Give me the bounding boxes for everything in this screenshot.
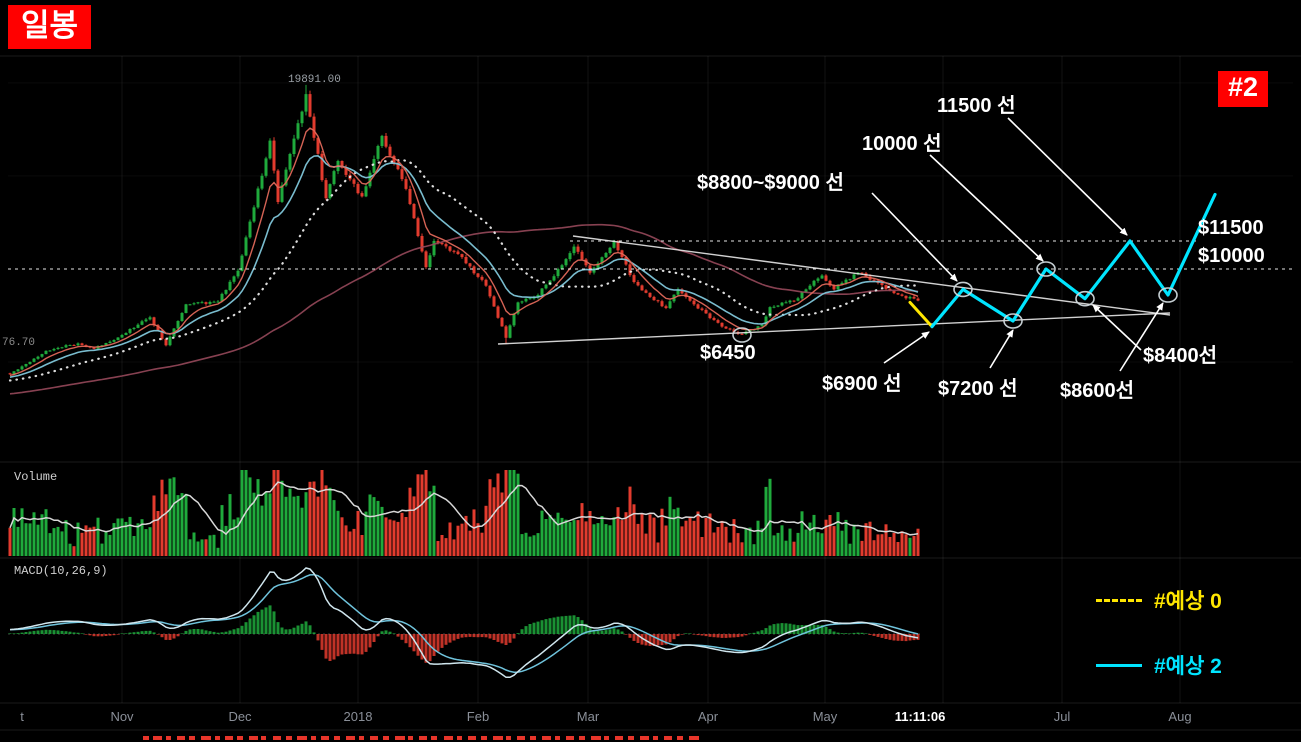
candlestick-series (8, 84, 920, 375)
y-axis-partial-price-label: 76.70 (2, 337, 36, 349)
trendlines (497, 235, 1171, 345)
macd-signal-line (10, 573, 919, 673)
prediction-vertex-circles (732, 261, 1178, 343)
ma-mid-line (9, 154, 919, 378)
scenario-number-badge: #2 (1218, 71, 1269, 107)
prediction-scenario2-line (930, 192, 1217, 329)
macd-pane-label: MACD(10,26,9) (14, 564, 108, 578)
macd-line (9, 567, 919, 679)
support-resistance-levels (8, 240, 1293, 270)
timeframe-badge: 일봉 (8, 5, 92, 49)
volume-series (8, 470, 920, 556)
volume-ma-line (9, 481, 919, 536)
ma-dotted-line (8, 158, 920, 382)
bottom-activity-strip (143, 736, 699, 740)
macd-histogram (8, 605, 920, 663)
annotation-arrows (871, 117, 1164, 372)
grid (0, 55, 1301, 731)
peak-price-label: 19891.00 (288, 74, 341, 86)
ma-slow-line (9, 223, 919, 395)
volume-pane-label: Volume (14, 470, 58, 484)
ma-fast-line (9, 127, 919, 377)
prediction-scenario0-line (908, 300, 934, 329)
